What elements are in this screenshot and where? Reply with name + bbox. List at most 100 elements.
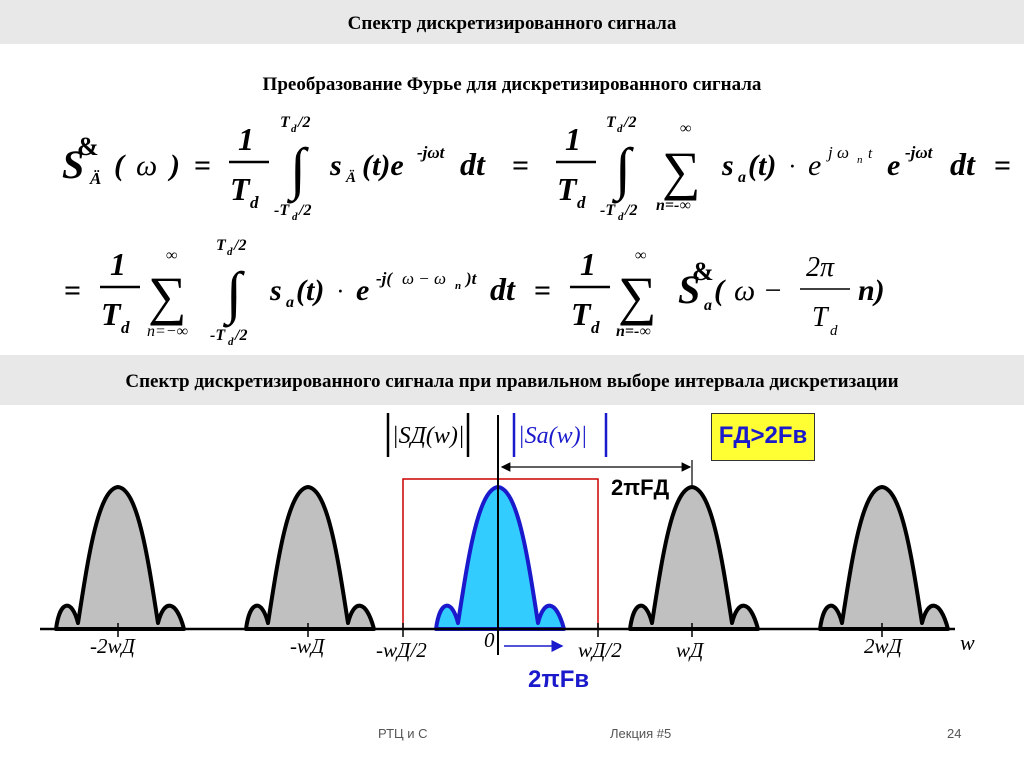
spectrum-replica bbox=[244, 485, 376, 631]
svg-text:/2: /2 bbox=[623, 114, 636, 131]
svg-text:/2: /2 bbox=[624, 202, 637, 219]
subtitle: Преобразование Фурье для дискретизирован… bbox=[262, 74, 762, 95]
svg-text:e: e bbox=[356, 274, 369, 307]
bandwidth-label: 2πFв bbox=[528, 666, 589, 693]
svg-text:n: n bbox=[455, 280, 461, 292]
svg-text:s: s bbox=[329, 149, 342, 182]
svg-text:Ä: Ä bbox=[89, 169, 101, 188]
svg-text:1: 1 bbox=[565, 121, 581, 157]
svg-text:n=-∞: n=-∞ bbox=[656, 197, 691, 214]
svg-text:d: d bbox=[227, 246, 233, 258]
page-number: 24 bbox=[947, 726, 962, 741]
svg-text:T: T bbox=[571, 296, 592, 332]
svg-text:Ä: Ä bbox=[345, 170, 356, 186]
footer-course: РТЦ и С bbox=[378, 726, 428, 741]
svg-text:T: T bbox=[230, 171, 251, 207]
section-band bbox=[0, 355, 1024, 405]
title-band bbox=[0, 0, 1024, 44]
svg-text:d: d bbox=[250, 193, 259, 212]
svg-text:dt: dt bbox=[950, 146, 976, 182]
svg-text:1: 1 bbox=[580, 246, 596, 282]
tick-label: -wД/2 bbox=[376, 638, 427, 662]
svg-text:ω − ω: ω − ω bbox=[402, 269, 446, 288]
svg-text:∞: ∞ bbox=[680, 120, 691, 137]
replica-spectrum-label: |SД(w)| bbox=[392, 423, 464, 449]
tick-label: wД bbox=[676, 638, 705, 662]
svg-text:T: T bbox=[812, 302, 830, 333]
spectrum-replica bbox=[818, 485, 950, 631]
svg-text:∞: ∞ bbox=[166, 247, 177, 264]
svg-text:1: 1 bbox=[238, 121, 254, 157]
svg-text:): ) bbox=[167, 149, 180, 182]
spectrum-diagram: |SД(w)| |Sa(w)| 2πFД 2πFв -2wД -wД -wД/2 0 w… bbox=[40, 413, 975, 693]
svg-text:-T: -T bbox=[274, 202, 290, 219]
svg-text:·: · bbox=[338, 281, 343, 301]
svg-text:T: T bbox=[557, 171, 578, 207]
svg-text:a: a bbox=[738, 169, 746, 186]
svg-text:dt: dt bbox=[490, 271, 516, 307]
svg-text:∫: ∫ bbox=[286, 136, 309, 204]
svg-text:s: s bbox=[269, 274, 282, 307]
svg-text:(: ( bbox=[114, 149, 126, 182]
svg-text:S: S bbox=[62, 142, 84, 187]
svg-text:·: · bbox=[790, 156, 795, 176]
tick-label: wД/2 bbox=[578, 638, 622, 662]
svg-text:a: a bbox=[286, 294, 294, 311]
svg-text:/2: /2 bbox=[297, 114, 310, 131]
svg-text:d: d bbox=[830, 323, 838, 339]
svg-text:=: = bbox=[64, 274, 81, 307]
svg-text:∑: ∑ bbox=[148, 266, 187, 326]
period-label: 2πFД bbox=[611, 475, 670, 500]
svg-text:&: & bbox=[692, 257, 714, 286]
svg-text:∑: ∑ bbox=[618, 266, 657, 326]
tick-label: -wД bbox=[290, 634, 326, 658]
svg-text:d: d bbox=[291, 123, 297, 135]
svg-text:=: = bbox=[194, 149, 211, 182]
svg-text:S: S bbox=[678, 267, 700, 312]
svg-text:n: n bbox=[857, 154, 863, 166]
svg-text:(t): (t) bbox=[748, 149, 776, 182]
svg-text:2π: 2π bbox=[806, 252, 835, 283]
svg-text:n=-∞: n=-∞ bbox=[616, 323, 651, 340]
svg-text:/2: /2 bbox=[233, 237, 246, 254]
svg-text:=: = bbox=[994, 149, 1011, 182]
svg-text:t: t bbox=[868, 146, 873, 162]
svg-text:j ω: j ω bbox=[826, 143, 849, 162]
svg-text:d: d bbox=[617, 123, 623, 135]
svg-text:d: d bbox=[591, 318, 600, 337]
svg-text:d: d bbox=[228, 336, 234, 348]
svg-text:=: = bbox=[534, 274, 551, 307]
sampling-condition: FД>2Fв bbox=[711, 413, 815, 461]
svg-text:1: 1 bbox=[110, 246, 126, 282]
svg-text:∑: ∑ bbox=[662, 141, 701, 201]
svg-text:s: s bbox=[721, 149, 734, 182]
svg-text:=: = bbox=[512, 149, 529, 182]
svg-text:/2: /2 bbox=[298, 202, 311, 219]
svg-text:)t: )t bbox=[464, 269, 478, 288]
svg-text:∫: ∫ bbox=[222, 260, 245, 328]
baseband-spectrum bbox=[434, 485, 566, 631]
svg-text:a: a bbox=[704, 297, 712, 314]
page-title: Спектр дискретизированного сигнала bbox=[347, 13, 677, 34]
svg-text:n=−∞: n=−∞ bbox=[147, 323, 188, 340]
tick-label: -2wД bbox=[90, 634, 137, 658]
baseband-spectrum-label: |Sa(w)| bbox=[518, 423, 587, 449]
svg-text:T: T bbox=[101, 296, 122, 332]
axis-label-w: w bbox=[960, 630, 975, 655]
svg-text:d: d bbox=[292, 211, 298, 223]
svg-text:T: T bbox=[606, 114, 617, 131]
svg-text:ω −: ω − bbox=[734, 274, 783, 307]
spectrum-replica bbox=[54, 485, 186, 631]
spectrum-replica bbox=[628, 485, 760, 631]
svg-text:ω: ω bbox=[136, 149, 157, 182]
svg-text:T: T bbox=[216, 237, 227, 254]
section-title: Спектр дискретизированного сигнала при п… bbox=[125, 371, 899, 392]
svg-text:e: e bbox=[887, 149, 900, 182]
svg-text:dt: dt bbox=[460, 146, 486, 182]
tick-label: 2wД bbox=[864, 634, 904, 658]
svg-text:-j(: -j( bbox=[376, 269, 393, 288]
footer-lecture: Лекция #5 bbox=[610, 726, 672, 741]
svg-text:∞: ∞ bbox=[635, 247, 646, 264]
svg-text:(t)e: (t)e bbox=[362, 149, 404, 182]
svg-text:/2: /2 bbox=[234, 327, 247, 344]
